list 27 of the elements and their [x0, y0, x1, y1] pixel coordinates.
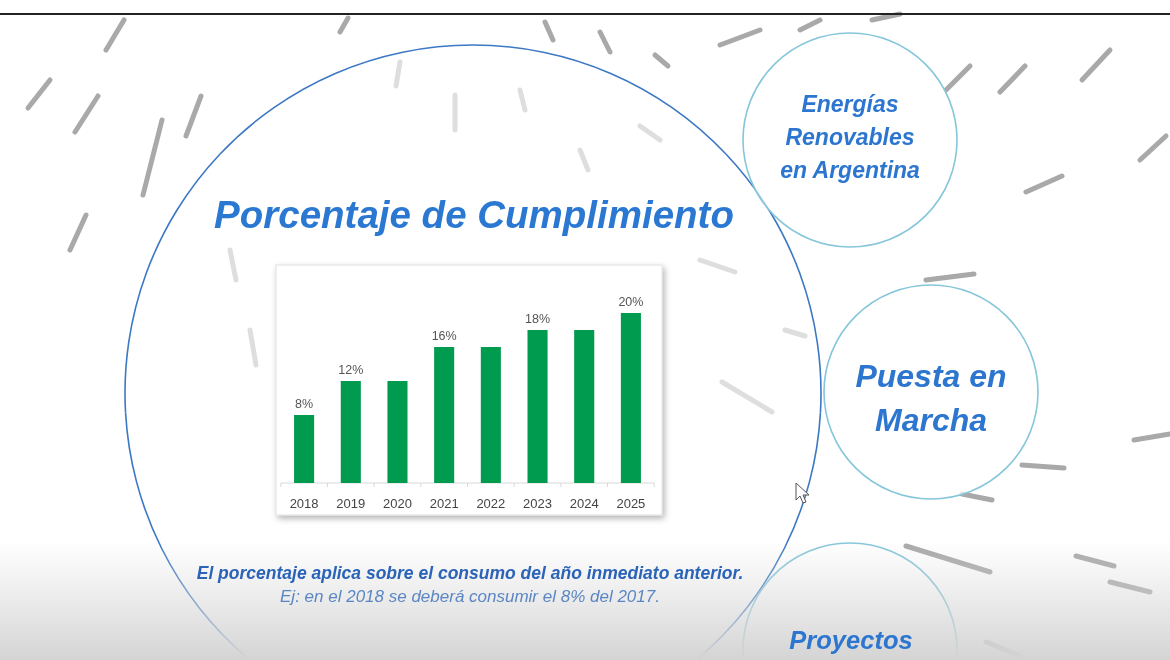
bar [620, 313, 641, 483]
text: El porcentaje aplica sobre el consumo del año inmediato anterior. [196, 563, 744, 584]
bar [480, 347, 501, 483]
x-tick-label: 2022 [476, 496, 506, 511]
bar [387, 381, 408, 483]
x-tick-label: 2025 [616, 496, 646, 511]
text: Proyectos [789, 625, 913, 654]
data-label: 16% [431, 329, 457, 343]
data-label: 18% [525, 312, 551, 326]
data-label: 20% [618, 295, 644, 309]
x-tick-label: 2019 [336, 496, 366, 511]
x-tick-label: 2018 [289, 496, 319, 511]
data-label: 12% [338, 363, 364, 377]
text: Puesta en Marcha [855, 358, 1007, 439]
chart-title: Porcentaje de Cumplimiento [214, 193, 734, 236]
text: Ej: en el 2018 se deberá consumir el 8% del 2017. [280, 586, 660, 606]
bar [574, 330, 595, 483]
text: Energías Renovables en Argentina [780, 91, 921, 184]
x-tick-label: 2023 [523, 496, 552, 511]
x-tick-label: 2021 [429, 496, 459, 511]
x-tick-label: 2024 [569, 496, 599, 511]
data-label: 8% [295, 397, 314, 411]
bar [294, 415, 315, 483]
bar [527, 330, 548, 483]
bar [434, 347, 455, 483]
x-tick-label: 2020 [383, 496, 412, 511]
bar [340, 381, 361, 483]
